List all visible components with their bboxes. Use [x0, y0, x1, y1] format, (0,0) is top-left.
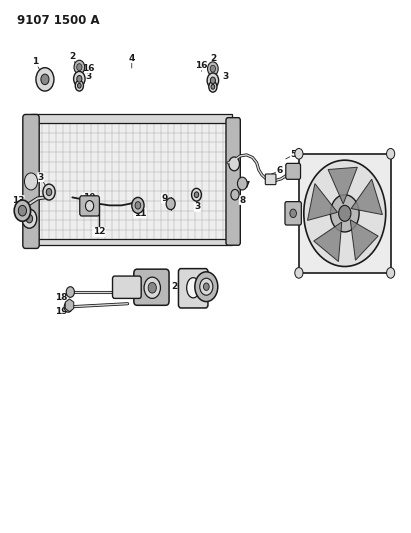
Circle shape [64, 302, 72, 312]
Text: 3: 3 [38, 173, 44, 182]
Text: 4: 4 [129, 54, 135, 62]
Text: 2: 2 [210, 54, 217, 62]
Text: 1: 1 [32, 58, 39, 66]
Text: 15: 15 [359, 219, 372, 228]
Circle shape [387, 268, 395, 278]
Circle shape [203, 283, 209, 290]
Text: 3: 3 [223, 71, 229, 80]
Circle shape [74, 60, 85, 74]
Circle shape [208, 62, 218, 76]
Text: 13: 13 [12, 196, 24, 205]
Text: 10: 10 [83, 193, 95, 202]
Circle shape [210, 77, 215, 84]
Text: 6: 6 [276, 166, 282, 175]
Text: 19: 19 [55, 307, 68, 316]
Circle shape [66, 287, 74, 297]
Circle shape [78, 83, 81, 88]
Text: 14: 14 [289, 214, 302, 223]
Text: 16: 16 [83, 64, 95, 72]
Circle shape [211, 84, 215, 89]
Circle shape [238, 177, 247, 190]
Circle shape [75, 80, 83, 91]
FancyBboxPatch shape [286, 164, 300, 179]
FancyBboxPatch shape [31, 239, 232, 245]
Text: 3: 3 [194, 203, 201, 212]
Text: 8: 8 [239, 196, 245, 205]
FancyBboxPatch shape [23, 115, 39, 248]
Circle shape [41, 74, 49, 85]
Text: 17: 17 [129, 287, 142, 296]
Circle shape [330, 195, 359, 232]
Text: 12: 12 [93, 228, 105, 237]
FancyBboxPatch shape [80, 196, 99, 216]
Circle shape [14, 200, 30, 221]
FancyBboxPatch shape [35, 123, 230, 240]
Circle shape [144, 277, 160, 298]
Text: 9: 9 [162, 194, 168, 203]
Circle shape [295, 268, 303, 278]
Circle shape [207, 73, 219, 88]
Circle shape [132, 197, 144, 213]
Circle shape [339, 205, 351, 221]
Circle shape [135, 201, 141, 209]
Text: 7: 7 [243, 181, 249, 190]
FancyBboxPatch shape [226, 118, 240, 245]
Circle shape [43, 184, 55, 200]
FancyBboxPatch shape [134, 269, 169, 305]
Circle shape [195, 272, 218, 302]
Circle shape [194, 192, 199, 198]
Circle shape [231, 189, 239, 200]
Circle shape [77, 76, 82, 82]
Polygon shape [307, 183, 337, 221]
Text: 2: 2 [69, 52, 76, 61]
Polygon shape [314, 222, 342, 262]
Polygon shape [328, 167, 357, 204]
FancyBboxPatch shape [285, 201, 301, 225]
Polygon shape [351, 179, 383, 215]
FancyBboxPatch shape [31, 115, 232, 123]
Circle shape [148, 282, 156, 293]
Circle shape [387, 149, 395, 159]
Ellipse shape [187, 278, 200, 298]
Circle shape [36, 68, 54, 91]
Circle shape [304, 160, 386, 266]
Text: 16: 16 [195, 61, 208, 70]
Polygon shape [350, 220, 378, 260]
Text: 18: 18 [55, 293, 67, 302]
FancyBboxPatch shape [113, 276, 141, 298]
Circle shape [200, 278, 213, 295]
Circle shape [229, 157, 240, 171]
Circle shape [22, 209, 37, 228]
Circle shape [24, 173, 37, 190]
Text: 11: 11 [134, 209, 146, 218]
Text: 5: 5 [291, 150, 297, 159]
Circle shape [46, 189, 52, 196]
Circle shape [77, 63, 82, 70]
Circle shape [18, 205, 26, 216]
Text: 20: 20 [171, 282, 184, 291]
Circle shape [166, 198, 175, 209]
Circle shape [295, 149, 303, 159]
Circle shape [290, 209, 296, 217]
Circle shape [192, 188, 201, 201]
FancyBboxPatch shape [178, 269, 208, 308]
Text: 9107 1500 A: 9107 1500 A [17, 14, 100, 27]
Text: 21: 21 [195, 282, 208, 291]
Circle shape [74, 71, 85, 86]
FancyBboxPatch shape [266, 174, 276, 184]
Circle shape [85, 200, 94, 211]
Circle shape [26, 214, 32, 223]
Circle shape [210, 65, 215, 72]
Circle shape [209, 82, 217, 92]
Text: 3: 3 [85, 71, 92, 80]
FancyBboxPatch shape [299, 154, 390, 273]
